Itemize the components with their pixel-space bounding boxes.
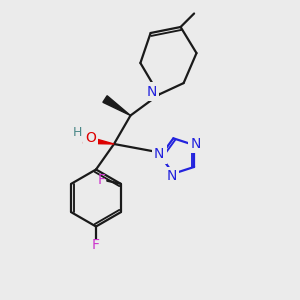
Text: F: F <box>92 238 100 252</box>
Text: H: H <box>73 126 82 140</box>
Polygon shape <box>103 96 130 116</box>
Text: N: N <box>190 136 200 151</box>
Text: N: N <box>146 85 157 98</box>
Text: N: N <box>167 169 177 183</box>
Text: O: O <box>85 131 96 145</box>
Text: F: F <box>98 173 106 187</box>
Text: N: N <box>154 148 164 161</box>
Polygon shape <box>83 136 114 144</box>
